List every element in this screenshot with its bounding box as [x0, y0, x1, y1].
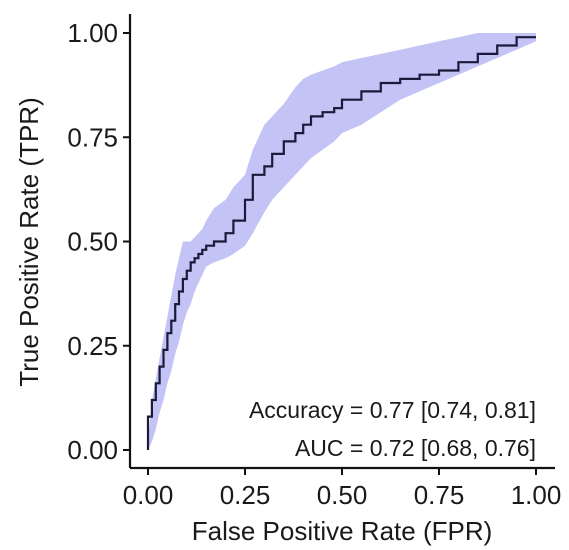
x-ticks: 0.00 0.25 0.50 0.75 1.00 — [123, 468, 562, 510]
x-axis-title: False Positive Rate (FPR) — [192, 516, 493, 546]
annotation-auc: AUC = 0.72 [0.68, 0.76] — [295, 435, 536, 461]
plot-area — [146, 33, 536, 450]
y-tick-label: 0.25 — [67, 331, 118, 361]
x-tick-label: 0.00 — [123, 480, 174, 510]
y-tick-label: 0.50 — [67, 227, 118, 257]
x-tick-label: 0.25 — [220, 480, 271, 510]
y-tick-label: 0.75 — [67, 122, 118, 152]
confidence-band — [148, 33, 536, 450]
y-tick-label: 1.00 — [67, 18, 118, 48]
x-tick-label: 0.50 — [317, 480, 368, 510]
annotation-accuracy: Accuracy = 0.77 [0.74, 0.81] — [249, 397, 536, 423]
x-tick-label: 0.75 — [414, 480, 465, 510]
roc-curve — [146, 36, 536, 450]
y-ticks: 0.00 0.25 0.50 0.75 1.00 — [67, 18, 130, 465]
x-tick-label: 1.00 — [511, 480, 562, 510]
y-axis-title: True Positive Rate (TPR) — [14, 97, 44, 386]
y-tick-label: 0.00 — [67, 435, 118, 465]
